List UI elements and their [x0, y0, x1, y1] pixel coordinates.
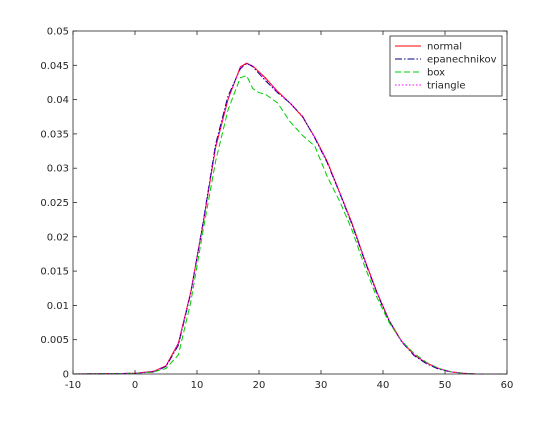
- series-line-epanechnikov: [72, 62, 507, 375]
- x-tick-label: -10: [65, 380, 81, 391]
- y-tick-label: 0.03: [47, 164, 69, 175]
- x-tick-label: 10: [191, 380, 204, 391]
- x-tick-label: 30: [315, 380, 328, 391]
- x-tick-label: 0: [132, 380, 138, 391]
- plot-area: [72, 62, 507, 375]
- x-tick-label: 40: [377, 380, 390, 391]
- series-line-triangle: [72, 63, 507, 375]
- y-tick-label: 0: [63, 370, 69, 381]
- x-tick-label: 50: [439, 380, 452, 391]
- y-tick-label: 0.005: [40, 335, 69, 346]
- legend-label-normal: normal: [427, 42, 462, 53]
- legend-label-triangle: triangle: [427, 81, 466, 92]
- y-tick-label: 0.025: [40, 198, 69, 209]
- y-tick-label: 0.01: [47, 301, 69, 312]
- legend-label-epanechnikov: epanechnikov: [427, 55, 497, 66]
- legend-label-box: box: [427, 68, 445, 79]
- y-tick-label: 0.015: [40, 267, 69, 278]
- x-tick-label: 60: [501, 380, 514, 391]
- y-tick-label: 0.02: [47, 232, 69, 243]
- y-tick-label: 0.045: [40, 61, 69, 72]
- legend: normal epanechnikov box triangle: [389, 35, 503, 97]
- y-tick-label: 0.05: [47, 27, 69, 38]
- y-tick-label: 0.035: [40, 129, 69, 140]
- x-tick-label: 20: [253, 380, 266, 391]
- axes: -10 0 10 20 30 40 50 6000.0050.010.0150.020.025…: [40, 27, 513, 392]
- y-tick-label: 0.04: [47, 95, 69, 106]
- series-line-normal: [72, 62, 507, 375]
- series-line-box: [72, 74, 507, 375]
